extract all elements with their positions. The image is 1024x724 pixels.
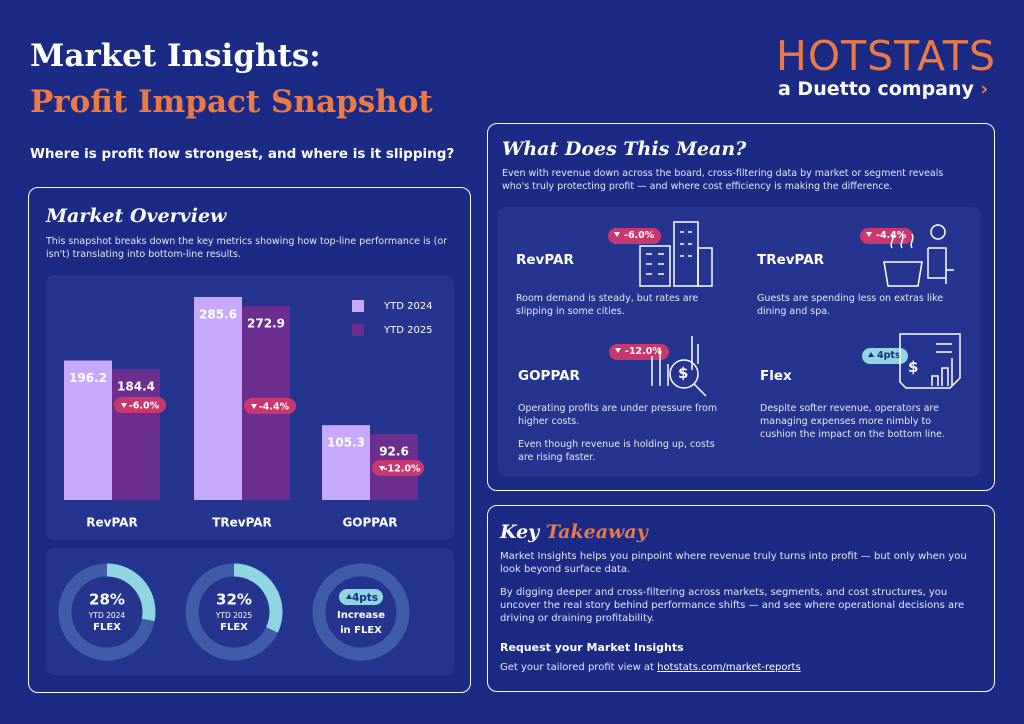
change-pill: -12.0% <box>609 344 669 360</box>
bar <box>64 360 112 500</box>
bar <box>194 297 242 500</box>
chart: RevPAR 196.2 184.4 -6.0% TRevPAR 285.6 272.9 -4… <box>64 297 433 530</box>
text: Even though revenue is holding up, costs… <box>518 439 715 463</box>
change-sub: in FLEX <box>340 625 382 636</box>
metric-text: Despite softer revenue, operators are ma… <box>760 402 965 451</box>
overview-description: This snapshot breaks down the key metric… <box>46 236 448 260</box>
takeaway-text: Market Insights helps you pinpoint where… <box>500 550 975 635</box>
donut-sub: FLEX <box>93 622 121 633</box>
legend-label: YTD 2024 <box>383 301 433 312</box>
change-pill <box>244 398 296 414</box>
text: Room demand is steady, but rates are sli… <box>516 293 699 317</box>
bar-label: 92.6 <box>379 445 409 459</box>
donut-label: YTD 2025 <box>215 611 253 620</box>
donut-sub: FLEX <box>220 622 248 633</box>
change: -6.0% <box>624 230 655 241</box>
title-b: Takeaway <box>545 521 648 543</box>
down-arrow <box>379 466 385 471</box>
bar-label: 184.4 <box>117 379 155 393</box>
legend-swatch <box>352 300 364 312</box>
change-pill <box>114 397 166 413</box>
donut-arc <box>106 563 156 622</box>
flex-donuts: 28% YTD 2024 FLEX 32% YTD 2025 FLEX 4pts Increa… <box>58 563 410 661</box>
metric-name: GOPPAR <box>518 368 580 384</box>
change-pill: -6.0% <box>608 228 662 244</box>
legend-label: YTD 2025 <box>383 325 433 336</box>
x-tick-label: GOPPAR <box>342 516 397 530</box>
metric-name: TRevPAR <box>757 252 825 268</box>
cta-text: Get your tailored profit view at <box>500 662 654 673</box>
paragraph: Market Insights helps you pinpoint where… <box>500 551 967 575</box>
metric-text: Room demand is steady, but rates are sli… <box>516 292 726 328</box>
bar <box>322 425 370 500</box>
overview-title: Market Overview <box>46 205 227 227</box>
down-arrow <box>121 403 127 408</box>
change: 4pts <box>877 350 901 361</box>
text: Operating profits are under pressure fro… <box>518 403 718 427</box>
question: Where is profit flow strongest, and wher… <box>30 146 455 162</box>
change-label: -12.0% <box>384 464 421 475</box>
bar <box>112 368 160 500</box>
donut-value: 32% <box>216 591 252 609</box>
report-icon <box>899 333 961 389</box>
bar-label: 196.2 <box>69 371 107 385</box>
request: Request your Market Insights <box>500 641 684 654</box>
change: -4.4% <box>876 230 907 241</box>
paragraph: By digging deeper and cross-filtering ac… <box>500 587 965 624</box>
building-icon <box>639 221 713 287</box>
change-pill: 4pts <box>862 348 908 364</box>
text: Despite softer revenue, operators are ma… <box>760 403 946 440</box>
dollar-icon: $ <box>678 364 689 382</box>
subtitle: Profit Impact Snapshot <box>30 84 433 120</box>
metric-name: RevPAR <box>516 252 574 268</box>
meaning-title: What Does This Mean? <box>502 138 747 160</box>
change-label: -4.4% <box>259 402 290 413</box>
legend-swatch <box>352 324 364 336</box>
change-pill <box>339 589 383 605</box>
logo-chevron: › <box>980 78 989 100</box>
text: Guests are spending less on extras like … <box>757 293 944 317</box>
metric-text: Operating profits are under pressure fro… <box>518 402 728 474</box>
link[interactable]: hotstats.com/market-reports <box>657 662 801 673</box>
bar-label: 285.6 <box>199 308 237 322</box>
bar-label: 272.9 <box>247 317 285 331</box>
logo-tagline-text: a Duetto company <box>778 78 974 100</box>
metric-text: Guests are spending less on extras like … <box>757 292 967 328</box>
meaning-panel <box>487 123 995 491</box>
bar-label: 105.3 <box>327 436 365 450</box>
logo: HOTSTATS <box>776 32 996 80</box>
down-arrow <box>251 404 257 409</box>
meaning-description: Even with revenue down across the board,… <box>502 168 944 192</box>
change-value: 4pts <box>352 592 378 604</box>
x-tick-label: TRevPAR <box>212 516 272 530</box>
change-pill <box>372 460 424 476</box>
change: -12.0% <box>625 346 662 357</box>
analysis-icon <box>651 336 707 397</box>
up-arrow <box>346 594 352 599</box>
title-a: Key <box>500 521 540 543</box>
logo-tagline: a Duetto company › <box>778 78 988 100</box>
donut-track <box>312 563 410 661</box>
donut-value: 28% <box>89 591 125 609</box>
cta: Get your tailored profit view at hotstat… <box>500 661 801 674</box>
donut-arc <box>233 563 283 633</box>
change-pill: -4.4% <box>860 228 914 244</box>
metric-name: Flex <box>760 368 792 384</box>
x-tick-label: RevPAR <box>86 516 137 530</box>
flex-area: 28% YTD 2024 FLEX 32% YTD 2025 FLEX 4pts Increa… <box>46 548 454 675</box>
overview-panel <box>28 187 471 693</box>
chart-area: RevPAR 196.2 184.4 -6.0% TRevPAR 285.6 272.9 -4… <box>46 275 454 540</box>
change-label: -6.0% <box>129 401 160 412</box>
dining-icon <box>883 224 954 287</box>
change-label: Increase <box>337 610 385 621</box>
takeaway-panel <box>487 505 995 692</box>
dollar-icon: $ <box>908 358 919 376</box>
donut-label: YTD 2024 <box>88 611 126 620</box>
takeaway-title: Key Takeaway <box>500 521 648 543</box>
title: Market Insights: <box>30 38 321 74</box>
